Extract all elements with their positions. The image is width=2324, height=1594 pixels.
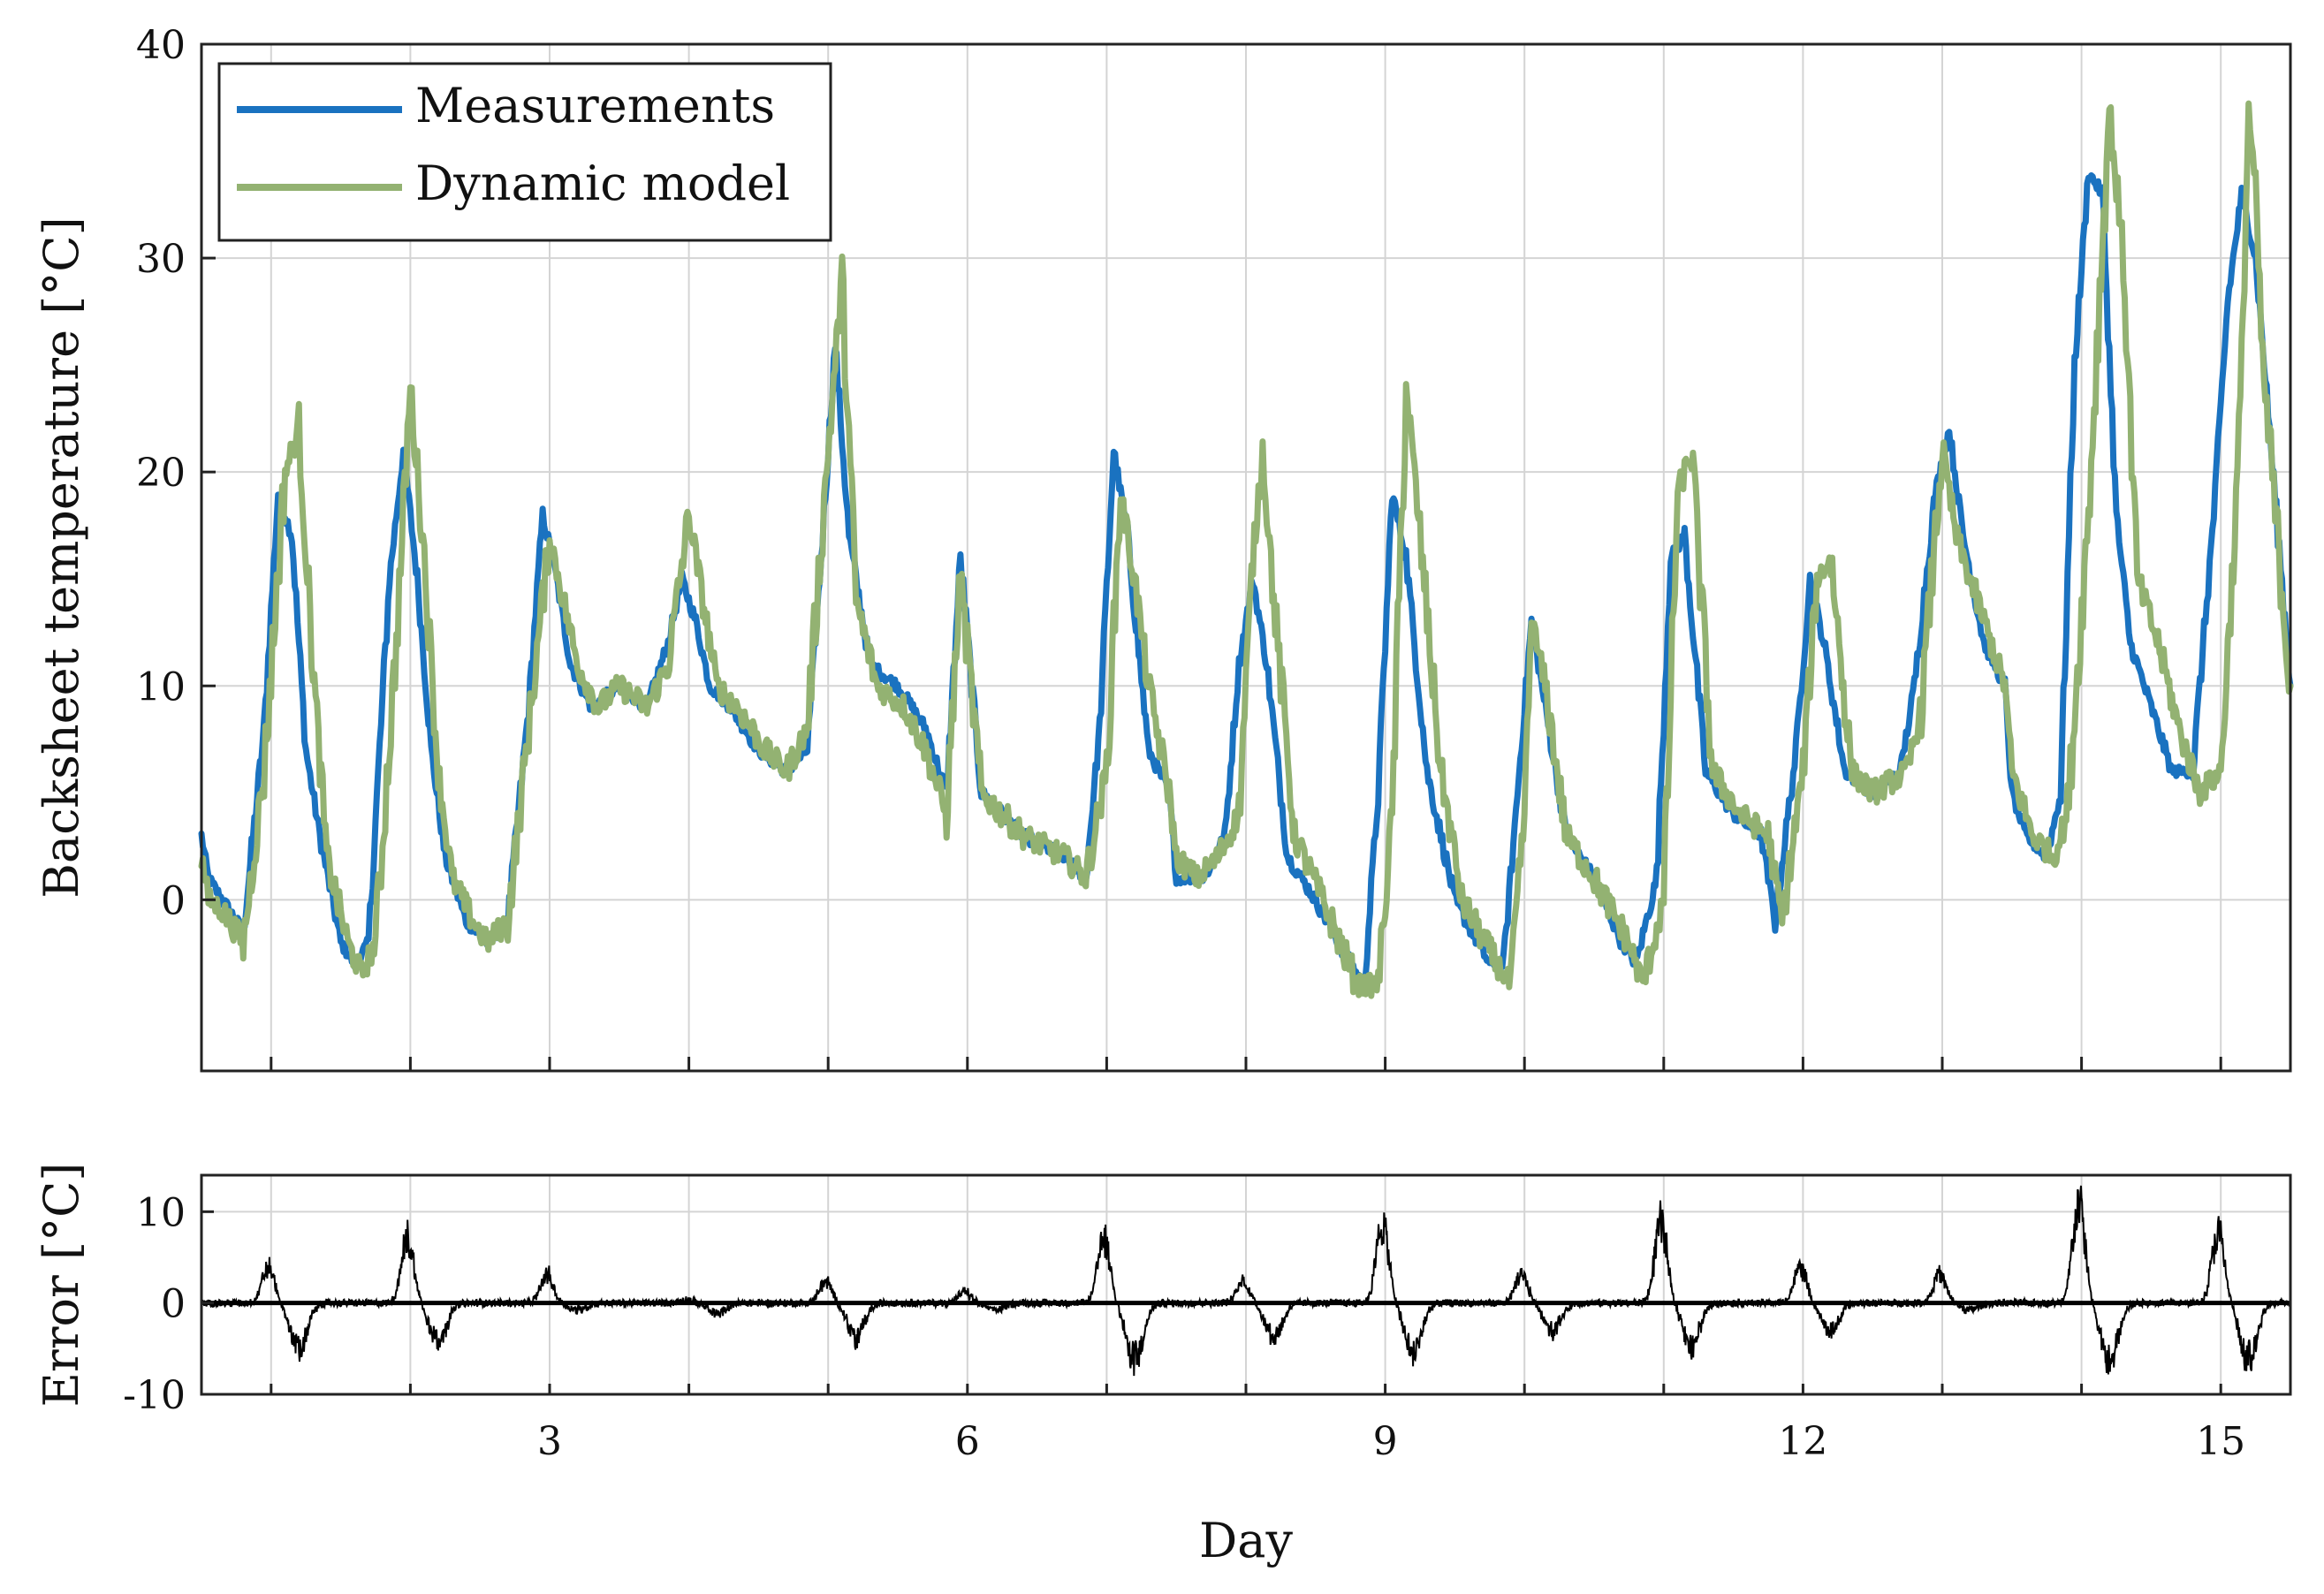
legend-label-measurements: Measurements: [415, 78, 775, 133]
temperature-ticks: 0 10 20 30 40: [136, 23, 2222, 1071]
x-tick-label: 9: [1373, 1419, 1398, 1464]
series-dynamic-model-line: [198, 100, 2294, 999]
series-error-line: [201, 1185, 2291, 1377]
legend-label-dynamic-model: Dynamic model: [415, 156, 790, 211]
x-tick-label: 6: [955, 1419, 980, 1464]
y-tick-label: 10: [136, 664, 186, 710]
temperature-series: [198, 100, 2294, 999]
x-tick-label: 12: [1778, 1419, 1827, 1464]
y-tick-label: -10: [123, 1373, 186, 1418]
y-tick-label: 10: [136, 1190, 186, 1235]
x-tick-label: 15: [2196, 1419, 2245, 1464]
y-tick-label: 0: [161, 878, 186, 923]
x-axis-title: Day: [1199, 1513, 1293, 1568]
error-ticks: -10 0 10 3 6 9 12 15: [123, 1190, 2245, 1464]
legend: Measurements Dynamic model: [217, 62, 832, 242]
x-tick-label: 3: [537, 1419, 562, 1464]
error-y-axis-title: Error [°C]: [34, 1163, 89, 1408]
error-series: [201, 1185, 2291, 1377]
temperature-y-axis-title: Backsheet temperature [°C]: [34, 216, 89, 898]
y-tick-label: 0: [161, 1282, 186, 1327]
temperature-panel: 0 10 20 30 40 Backsheet temperature [°C] Mea…: [34, 23, 2294, 1073]
legend-box: [217, 62, 832, 242]
error-panel: -10 0 10 3 6 9 12 15 Error [°C] Day: [34, 1163, 2292, 1568]
y-tick-label: 20: [136, 451, 186, 496]
y-tick-label: 40: [136, 23, 186, 68]
y-tick-label: 30: [136, 237, 186, 282]
